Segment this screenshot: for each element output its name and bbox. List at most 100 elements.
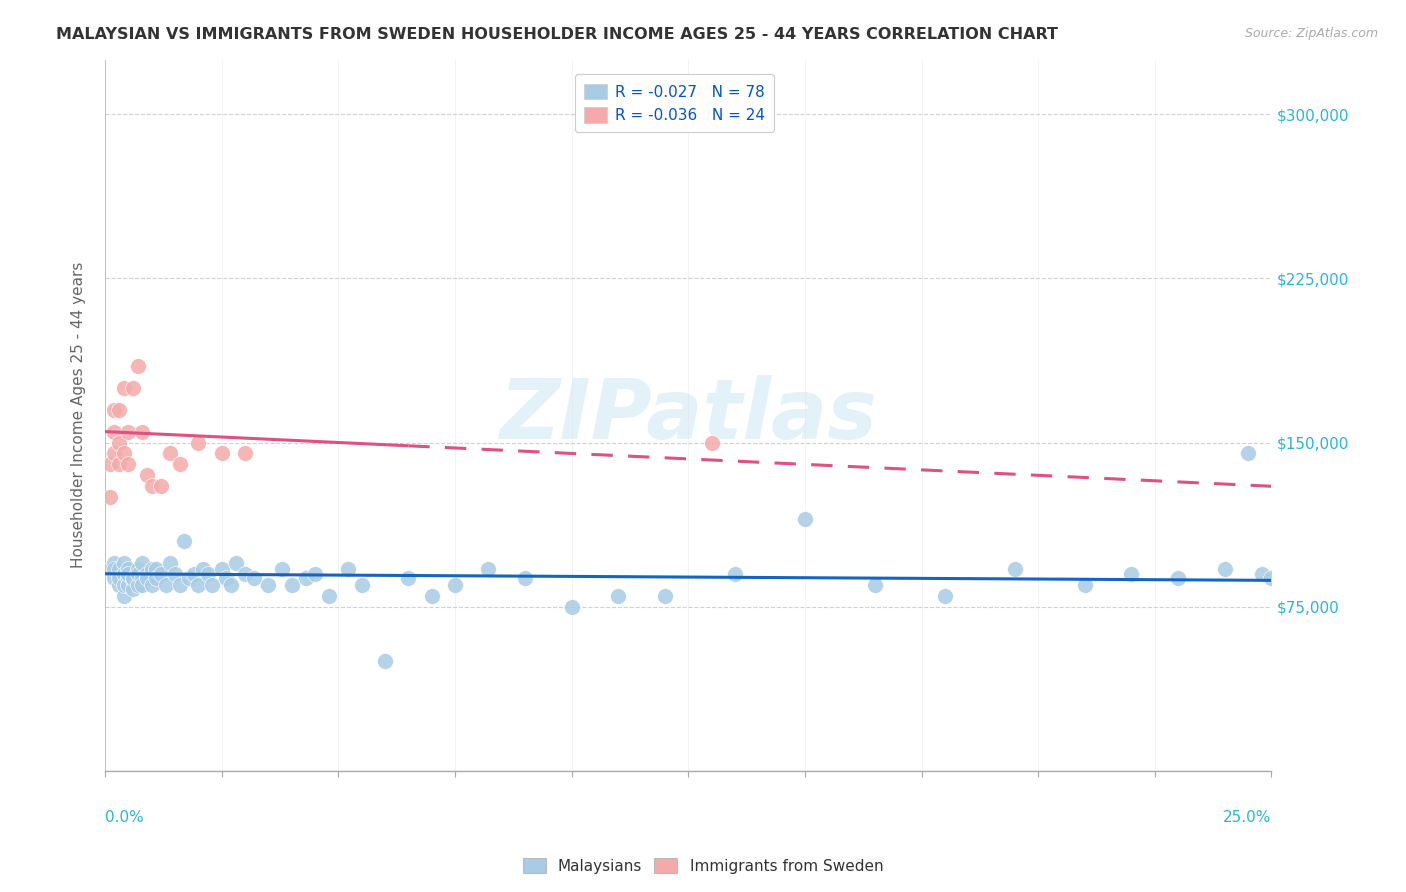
Point <box>122 571 145 585</box>
Point <box>159 446 181 460</box>
Point <box>131 425 153 439</box>
Point <box>103 425 125 439</box>
Point <box>1004 562 1026 576</box>
Point <box>117 458 139 472</box>
Point <box>197 566 219 581</box>
Point <box>477 562 499 576</box>
Point <box>136 566 159 581</box>
Point <box>155 578 177 592</box>
Point <box>1074 578 1097 592</box>
Point <box>131 556 153 570</box>
Point <box>513 571 536 585</box>
Text: 25.0%: 25.0% <box>1223 810 1271 825</box>
Point <box>233 446 256 460</box>
Point <box>103 556 125 570</box>
Point <box>169 578 191 592</box>
Point <box>117 578 139 592</box>
Point <box>187 578 209 592</box>
Point <box>108 571 131 585</box>
Point <box>225 556 247 570</box>
Point <box>98 458 121 472</box>
Point <box>1260 571 1282 585</box>
Point <box>1167 571 1189 585</box>
Point <box>98 562 121 576</box>
Text: Source: ZipAtlas.com: Source: ZipAtlas.com <box>1244 27 1378 40</box>
Point <box>163 566 186 581</box>
Point <box>420 589 443 603</box>
Point <box>136 571 159 585</box>
Point <box>112 566 135 581</box>
Text: ZIPatlas: ZIPatlas <box>499 375 877 456</box>
Point <box>108 566 131 581</box>
Text: 0.0%: 0.0% <box>105 810 143 825</box>
Point <box>122 574 145 588</box>
Point <box>374 654 396 668</box>
Point <box>108 578 131 592</box>
Text: MALAYSIAN VS IMMIGRANTS FROM SWEDEN HOUSEHOLDER INCOME AGES 25 - 44 YEARS CORREL: MALAYSIAN VS IMMIGRANTS FROM SWEDEN HOUS… <box>56 27 1059 42</box>
Point <box>654 589 676 603</box>
Point <box>108 562 131 576</box>
Point <box>183 566 205 581</box>
Point <box>117 571 139 585</box>
Point <box>201 578 224 592</box>
Point <box>280 578 302 592</box>
Point <box>159 556 181 570</box>
Point <box>117 425 139 439</box>
Point <box>103 402 125 417</box>
Point <box>793 512 815 526</box>
Point <box>219 578 242 592</box>
Point <box>127 566 149 581</box>
Legend: R = -0.027   N = 78, R = -0.036   N = 24: R = -0.027 N = 78, R = -0.036 N = 24 <box>575 74 773 132</box>
Point <box>127 359 149 373</box>
Y-axis label: Householder Income Ages 25 - 44 years: Householder Income Ages 25 - 44 years <box>72 262 86 568</box>
Point <box>336 562 359 576</box>
Point <box>191 562 214 576</box>
Point <box>149 479 172 493</box>
Point <box>122 381 145 395</box>
Point <box>127 578 149 592</box>
Point <box>294 571 316 585</box>
Point <box>122 582 145 596</box>
Point <box>211 446 233 460</box>
Point <box>271 562 294 576</box>
Point <box>117 562 139 576</box>
Point <box>396 571 419 585</box>
Point <box>103 562 125 576</box>
Point <box>145 571 167 585</box>
Point <box>257 578 280 592</box>
Point <box>117 566 139 581</box>
Point <box>103 446 125 460</box>
Point <box>131 571 153 585</box>
Point <box>108 402 131 417</box>
Legend: Malaysians, Immigrants from Sweden: Malaysians, Immigrants from Sweden <box>516 852 890 880</box>
Point <box>1121 566 1143 581</box>
Point <box>141 578 163 592</box>
Point <box>108 435 131 450</box>
Point <box>187 435 209 450</box>
Point <box>112 556 135 570</box>
Point <box>112 381 135 395</box>
Point <box>444 578 467 592</box>
Point <box>318 589 340 603</box>
Point <box>1237 446 1260 460</box>
Point <box>215 571 238 585</box>
Point <box>127 562 149 576</box>
Point <box>1213 562 1236 576</box>
Point <box>173 533 195 548</box>
Point <box>112 446 135 460</box>
Point <box>211 562 233 576</box>
Point <box>304 566 326 581</box>
Point <box>98 490 121 504</box>
Point <box>112 589 135 603</box>
Point <box>863 578 886 592</box>
Point <box>243 571 266 585</box>
Point <box>112 578 135 592</box>
Point <box>141 479 163 493</box>
Point <box>145 562 167 576</box>
Point <box>103 571 125 585</box>
Point <box>700 435 723 450</box>
Point <box>233 566 256 581</box>
Point <box>177 571 200 585</box>
Point <box>350 578 373 592</box>
Point <box>131 578 153 592</box>
